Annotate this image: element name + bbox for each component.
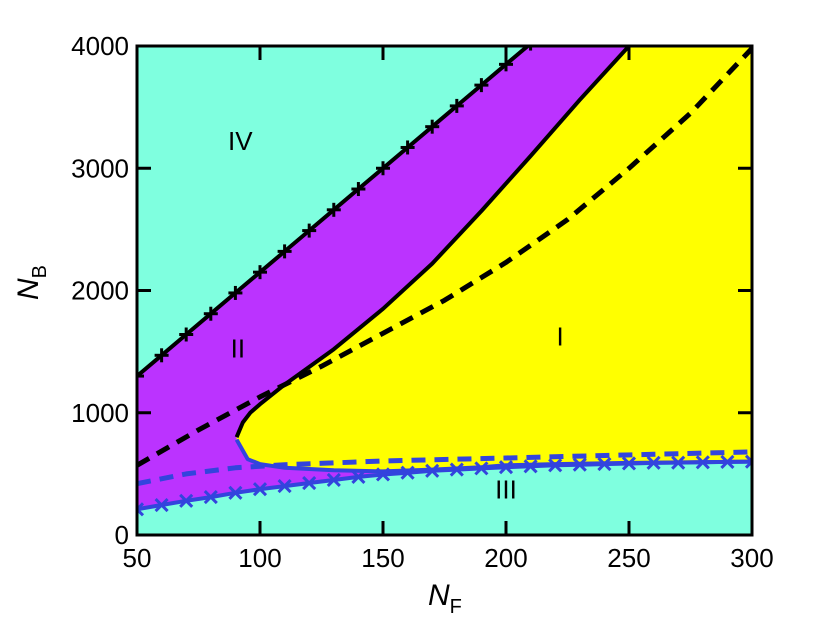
plus-marker: [351, 182, 366, 197]
y-tick-label: 3000: [71, 153, 129, 183]
plus-marker: [474, 78, 489, 93]
x-tick-label: 150: [361, 543, 404, 573]
plus-marker: [179, 327, 194, 342]
plot-area: [137, 16, 752, 535]
plus-marker: [548, 16, 562, 30]
cross-marker: [597, 457, 612, 472]
y-tick-label: 0: [115, 520, 129, 550]
cross-marker: [498, 460, 514, 475]
plus-marker: [137, 369, 144, 384]
cross-marker: [548, 458, 563, 473]
x-tick-label: 50: [123, 543, 152, 573]
series-layer: [137, 46, 752, 512]
cross-marker: [572, 457, 587, 472]
cross-marker: [671, 455, 686, 470]
cross-marker: [137, 502, 145, 517]
series-line-3: [137, 46, 752, 468]
cross-marker: [351, 469, 366, 484]
series-line-6: [137, 459, 752, 512]
y-tick-label: 2000: [71, 276, 129, 306]
plus-marker: [400, 140, 415, 155]
cross-marker: [646, 455, 661, 470]
cross-marker: [326, 472, 341, 488]
series-line-4: [137, 449, 752, 487]
plus-marker: [529, 46, 533, 51]
region-I-fill: [236, 46, 752, 472]
marker-layer: [137, 16, 752, 517]
y-axis-label: NB: [12, 265, 51, 300]
plus-marker: [228, 285, 243, 300]
plus-marker: [302, 223, 317, 238]
plus-marker: [376, 161, 390, 176]
plus-marker: [277, 244, 292, 259]
cross-marker: [154, 497, 169, 513]
x-tick-label: 250: [607, 543, 650, 573]
plus-marker: [326, 202, 341, 217]
cross-marker: [400, 465, 415, 480]
region-label-II: II: [231, 334, 245, 364]
plus-marker: [203, 306, 218, 321]
cross-marker: [695, 455, 710, 470]
region-label-I: I: [557, 322, 564, 352]
cross-marker: [277, 479, 292, 494]
region-label-III: III: [495, 474, 517, 504]
cross-marker: [375, 467, 391, 482]
cross-marker: [425, 463, 440, 478]
x-axis-label: NF: [428, 579, 462, 618]
region-label-IV: IV: [228, 126, 253, 156]
cross-marker: [621, 456, 637, 471]
plus-marker: [253, 265, 267, 280]
cross-marker: [744, 454, 752, 469]
x-tick-label: 200: [484, 543, 527, 573]
series-line-2: [234, 46, 631, 438]
x-tick-label: 100: [238, 543, 281, 573]
cross-marker: [474, 461, 489, 476]
cross-marker: [228, 485, 243, 500]
cross-marker: [449, 462, 464, 477]
y-tick-label: 1000: [71, 398, 129, 428]
plus-marker: [154, 348, 169, 363]
cross-marker: [523, 459, 538, 474]
plus-marker: [425, 119, 440, 134]
x-tick-label: 300: [730, 543, 773, 573]
cross-marker: [252, 482, 268, 497]
y-tick-label: 4000: [71, 31, 129, 61]
series-line-1: [137, 46, 531, 378]
cross-marker: [302, 475, 317, 491]
cross-marker: [179, 493, 194, 508]
plus-marker: [449, 98, 464, 113]
cross-marker: [720, 454, 735, 469]
cross-marker: [203, 490, 218, 505]
